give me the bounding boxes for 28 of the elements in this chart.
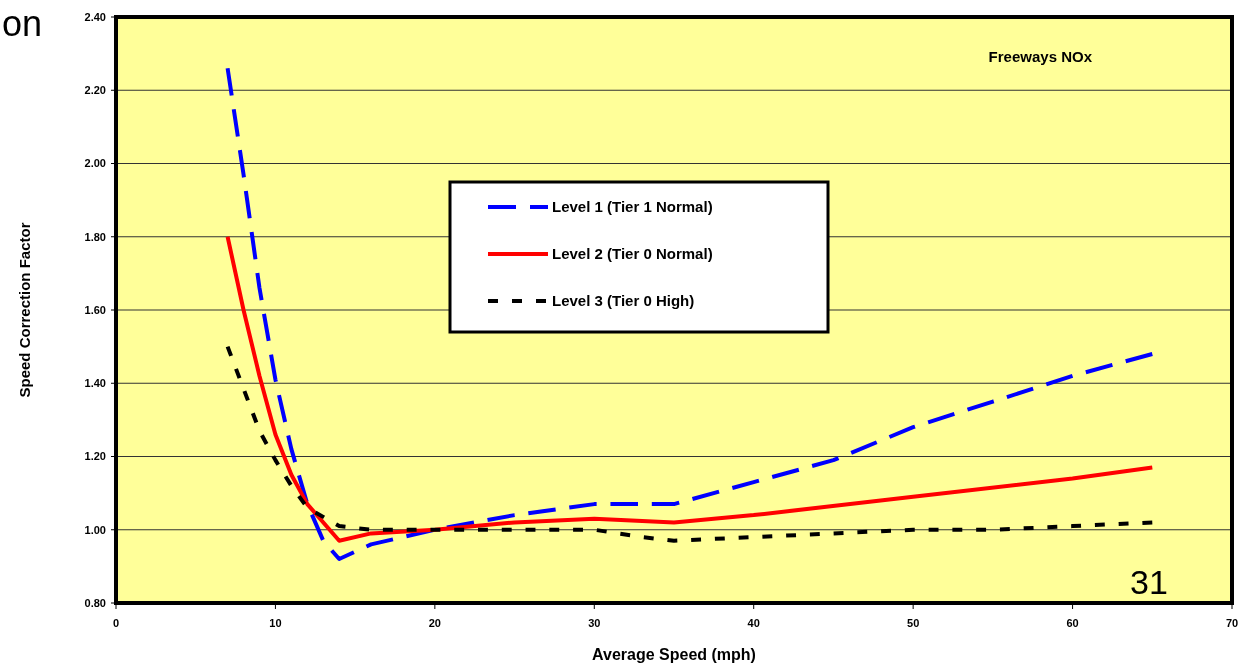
x-tick-label: 70 [1225,617,1239,629]
line-series [225,344,1155,543]
y-tick-label: 2.40 [84,10,106,23]
x-tick-label: 20 [428,617,441,629]
x-tick-label: 0 [112,617,120,629]
line-series [225,66,1155,562]
annotation: 31 [1130,563,1168,601]
y-axis-title: Speed Correction Factor [16,222,33,398]
y-tick-label: 1.80 [84,230,106,243]
legend-label: Level 3 (Tier 0 High) [552,292,695,310]
line-series [225,234,1155,543]
y-tick-label: 1.60 [84,303,106,316]
y-tick-label: 2.00 [84,157,106,170]
annotation: Freeways NOx [988,48,1093,65]
legend-label: Level 1 (Tier 1 Normal) [552,198,713,216]
x-tick-label: 30 [588,617,601,629]
x-tick-label: 50 [907,617,920,629]
y-tick-label: 2.20 [84,84,106,97]
x-tick-label: 40 [747,617,760,629]
y-tick-label: 1.40 [84,377,106,390]
x-tick-label: 10 [269,617,282,629]
x-axis-title: Average Speed (mph) [592,646,756,663]
y-tick-label: 1.00 [84,523,106,536]
legend-label: Level 2 (Tier 0 Normal) [552,245,713,263]
x-tick-label: 60 [1066,617,1079,629]
y-tick-label: 1.20 [84,450,106,463]
text: on [2,3,43,44]
y-tick-label: 0.80 [84,596,106,609]
